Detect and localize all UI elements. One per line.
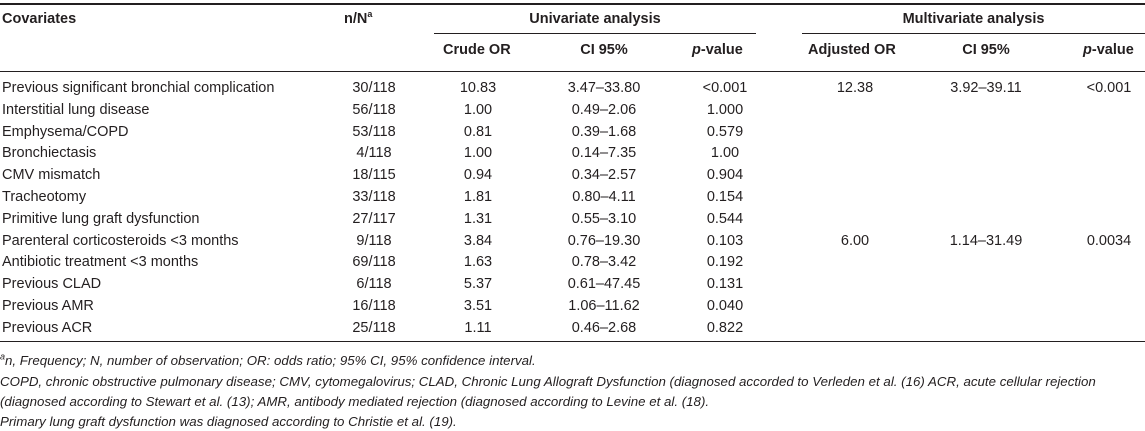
- cell-adjusted-ci: 1.14–31.49: [949, 232, 1023, 249]
- cell-crude-or: 1.11: [464, 319, 492, 336]
- cell-p-value: 0.103: [706, 232, 744, 249]
- cell-p-value: 1.00: [710, 145, 740, 162]
- table-top-rule: [0, 3, 1145, 5]
- cell-n-over-n: 6/118: [356, 276, 392, 293]
- cell-covariate: Emphysema/COPD: [2, 123, 129, 140]
- footnote-line-2: COPD, chronic obstructive pulmonary dise…: [0, 374, 1096, 389]
- cell-crude-or: 1.81: [463, 189, 493, 205]
- cell-covariate: Bronchiectasis: [2, 145, 97, 162]
- cell-covariate: Previous ACR: [2, 319, 93, 336]
- cell-ci-95: 0.55–3.10: [571, 210, 637, 227]
- cell-n-over-n: 25/118: [352, 319, 396, 336]
- cell-covariate: Previous AMR: [2, 298, 94, 314]
- cell-n-over-n: 4/118: [356, 145, 392, 162]
- cell-p-value: 0.154: [706, 189, 744, 205]
- cell-crude-or: 3.84: [463, 232, 493, 249]
- cell-p-value: 0.579: [706, 123, 744, 140]
- header-univariate: Univariate analysis: [529, 11, 661, 27]
- cell-covariate: Primitive lung graft dysfunction: [2, 210, 200, 227]
- cell-crude-or: 10.83: [459, 80, 497, 96]
- cell-n-over-n: 27/117: [352, 210, 396, 227]
- cell-ci-95: 0.46–2.68: [571, 319, 637, 336]
- cell-adjusted-ci: 3.92–39.11: [950, 80, 1022, 96]
- cell-n-over-n: 30/118: [352, 80, 396, 96]
- footnote-line-1: n, Frequency; N, number of observation; …: [5, 353, 536, 368]
- header-p-value-univariate: p-value: [692, 41, 743, 59]
- header-p-italic: p: [692, 42, 701, 58]
- cell-p-value: 0.131: [706, 276, 744, 293]
- cell-n-over-n: 9/118: [356, 232, 392, 249]
- cell-adjusted-p-value: <0.001: [1086, 80, 1132, 96]
- cell-crude-or: 1.63: [463, 254, 493, 271]
- cell-crude-or: 1.31: [463, 210, 493, 227]
- cell-crude-or: 5.37: [463, 276, 493, 293]
- header-ci-multivariate: CI 95%: [962, 42, 1010, 58]
- cell-ci-95: 0.61–47.45: [567, 276, 641, 293]
- cell-ci-95: 0.78–3.42: [571, 254, 637, 271]
- multivariate-group-rule: [802, 33, 1145, 34]
- cell-p-value: 0.904: [706, 167, 744, 184]
- cell-covariate: Interstitial lung disease: [2, 101, 150, 118]
- cell-p-value: 0.192: [706, 254, 744, 271]
- cell-ci-95: 0.39–1.68: [571, 123, 637, 140]
- cell-covariate: CMV mismatch: [2, 167, 101, 184]
- cell-adjusted-or: 12.38: [836, 80, 874, 96]
- cell-crude-or: 0.81: [463, 123, 493, 140]
- header-p-value-multivariate: p-value: [1083, 41, 1134, 59]
- cell-n-over-n: 18/115: [352, 167, 396, 184]
- cell-covariate: Antibiotic treatment <3 months: [2, 254, 199, 271]
- cell-covariate: Tracheotomy: [2, 189, 87, 205]
- table-bottom-rule: [0, 341, 1145, 342]
- cell-ci-95: 0.76–19.30: [567, 232, 641, 249]
- cell-adjusted-or: 6.00: [840, 232, 870, 249]
- footnote-abbreviations: an, Frequency; N, number of observation;…: [0, 351, 536, 369]
- cell-n-over-n: 33/118: [352, 189, 396, 205]
- cell-crude-or: 3.51: [463, 298, 493, 314]
- cell-adjusted-p-value: 0.0034: [1086, 232, 1132, 249]
- cell-n-over-n: 16/118: [352, 298, 396, 314]
- header-p-rest-multi: -value: [1091, 42, 1134, 58]
- cell-n-over-n: 69/118: [352, 254, 396, 271]
- footnote-line-4: Primary lung graft dysfunction was diagn…: [0, 414, 457, 429]
- cell-ci-95: 0.14–7.35: [571, 145, 637, 162]
- univariate-group-rule: [434, 33, 756, 34]
- cell-ci-95: 3.47–33.80: [567, 80, 641, 96]
- header-p-italic-multi: p: [1083, 42, 1092, 58]
- footnote-line-3: (diagnosed according to Stewart et al. (…: [0, 394, 710, 409]
- footnote-sup: a: [0, 351, 6, 362]
- cell-crude-or: 0.94: [463, 167, 493, 184]
- cell-p-value: 0.040: [706, 298, 744, 314]
- header-p-rest: -value: [700, 42, 743, 58]
- cell-ci-95: 0.49–2.06: [571, 101, 637, 118]
- cell-crude-or: 1.00: [463, 101, 493, 118]
- cell-p-value: <0.001: [702, 80, 748, 96]
- cell-covariate: Previous significant bronchial complicat…: [2, 80, 275, 96]
- cell-n-over-n: 53/118: [352, 123, 396, 140]
- header-ci-univariate: CI 95%: [580, 42, 628, 58]
- cell-p-value: 1.000: [706, 101, 744, 118]
- header-bottom-rule: [0, 71, 1145, 72]
- cell-p-value: 0.544: [706, 210, 744, 227]
- header-nN: n/Na: [344, 10, 372, 28]
- cell-ci-95: 0.80–4.11: [572, 189, 636, 205]
- cell-ci-95: 0.34–2.57: [571, 167, 637, 184]
- cell-ci-95: 1.06–11.62: [568, 298, 640, 314]
- header-covariates: Covariates: [2, 11, 77, 27]
- cell-covariate: Parenteral corticosteroids <3 months: [2, 232, 239, 249]
- cell-p-value: 0.822: [706, 319, 744, 336]
- cell-crude-or: 1.00: [463, 145, 493, 162]
- cell-n-over-n: 56/118: [352, 101, 396, 118]
- cell-covariate: Previous CLAD: [2, 276, 102, 293]
- header-multivariate: Multivariate analysis: [902, 11, 1045, 27]
- header-nN-text: n/N: [344, 11, 368, 27]
- header-nN-sup: a: [367, 9, 373, 20]
- header-adjusted-or: Adjusted OR: [808, 42, 896, 58]
- header-crude-or: Crude OR: [443, 42, 511, 58]
